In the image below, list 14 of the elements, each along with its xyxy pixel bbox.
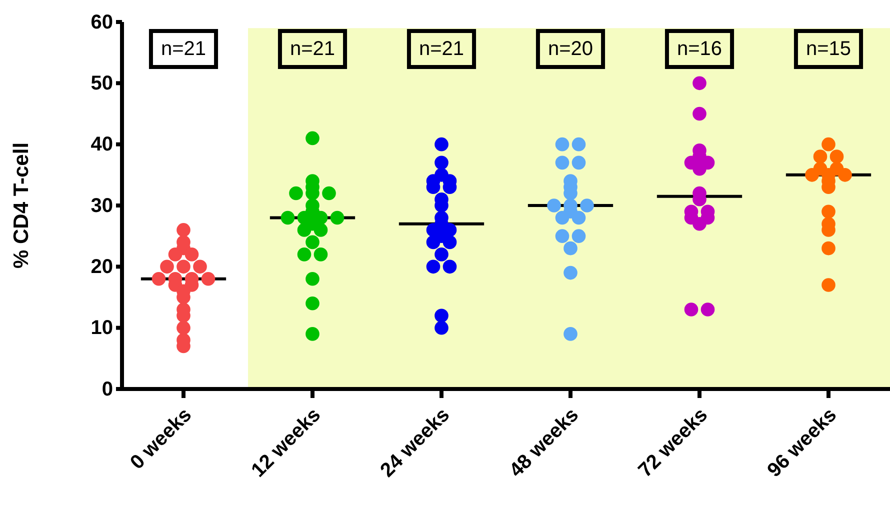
annotation: n=15 — [806, 38, 852, 60]
annotation: n=20 — [548, 38, 594, 60]
y-axis-title: % CD4 T-cell — [10, 142, 33, 269]
annotation: n=21 — [160, 38, 206, 60]
annotation: n=16 — [676, 38, 722, 60]
y-tick-label: 40 — [90, 134, 113, 156]
annotation: n=21 — [418, 38, 464, 60]
y-tick-label: 50 — [90, 72, 113, 95]
y-tick-label: 30 — [90, 194, 113, 217]
y-tick-label: 10 — [90, 317, 113, 340]
annotation: n=21 — [290, 38, 336, 60]
y-tick-label: 60 — [90, 11, 113, 34]
y-tick-label: 20 — [90, 256, 113, 278]
y-tick-label: 0 — [102, 378, 113, 400]
